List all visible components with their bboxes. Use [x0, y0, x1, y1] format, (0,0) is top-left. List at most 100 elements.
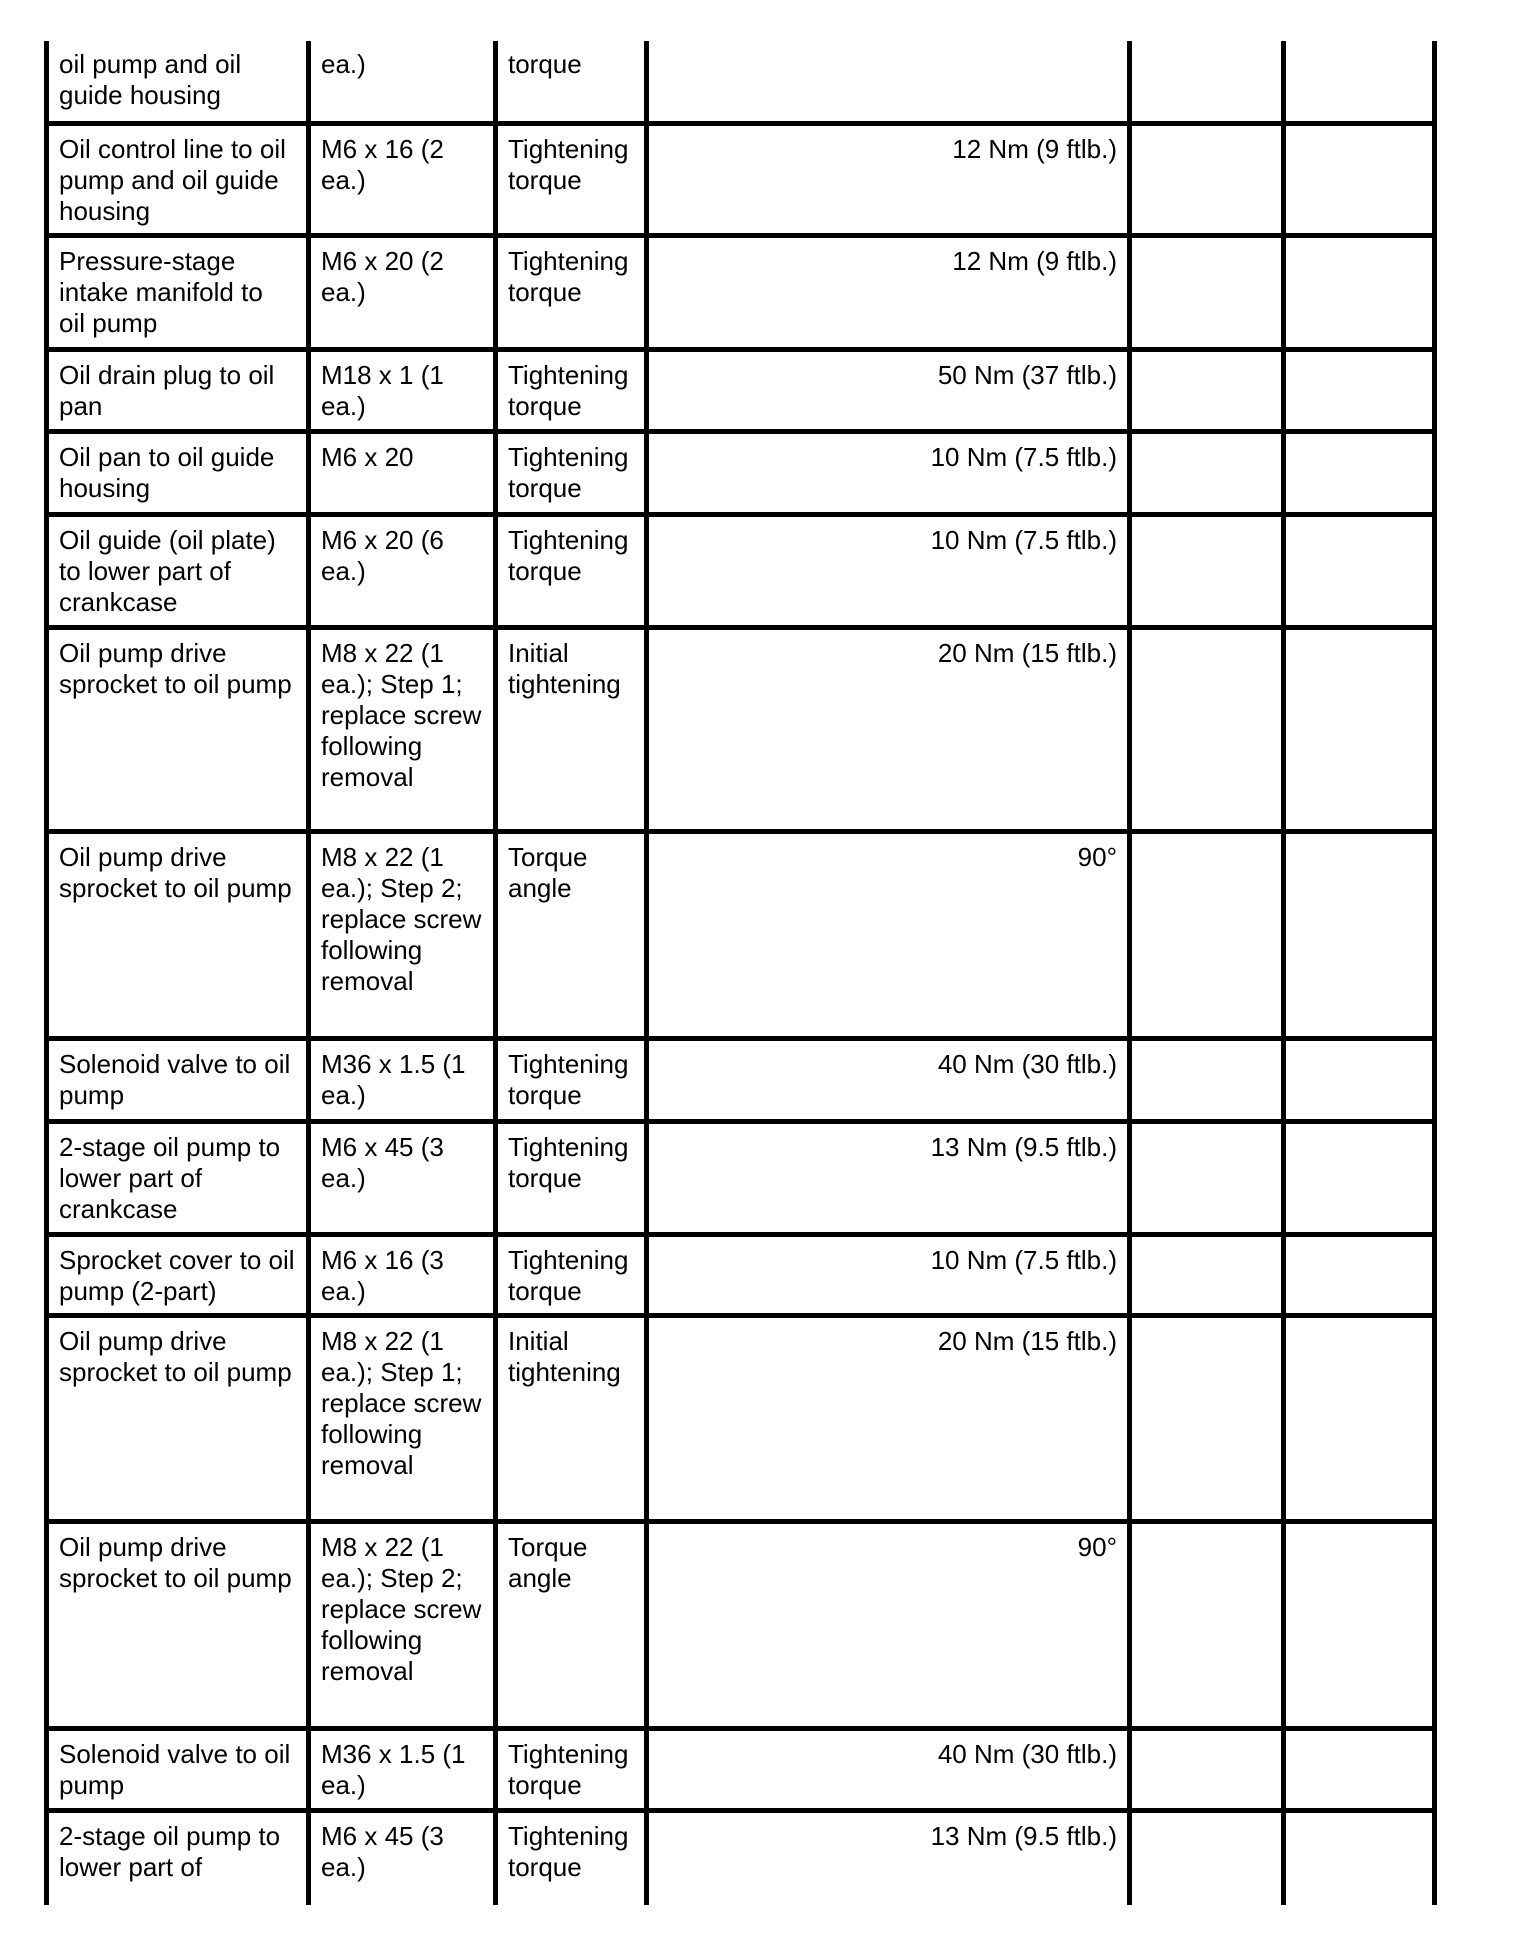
type-cell: Tightening torque [493, 232, 649, 352]
empty-cell [1127, 346, 1286, 434]
type-cell: Tightening torque [493, 1231, 649, 1318]
table-row: Oil pump drive sprocket to oil pump M8 x … [44, 828, 1437, 1041]
fastener-cell: M6 x 20 (6 ea.) [306, 511, 498, 630]
empty-cell [1281, 1231, 1437, 1318]
type-cell: Tightening torque [493, 120, 649, 238]
fastener-cell: M6 x 16 (3 ea.) [306, 1231, 498, 1318]
type-cell: Tightening torque [493, 1035, 649, 1124]
table-row: oil pump and oil guide housing ea.) torque [44, 41, 1437, 126]
component-cell: Oil pump drive sprocket to oil pump [44, 1518, 311, 1731]
value-cell: 10 Nm (7.5 ftlb.) [644, 1231, 1132, 1318]
empty-cell [1127, 511, 1286, 630]
fastener-cell: ea.) [306, 41, 498, 126]
component-cell: Pressure-stage intake manifold to oil pu… [44, 232, 311, 352]
type-cell: Tightening torque [493, 346, 649, 434]
component-cell: Oil pump drive sprocket to oil pump [44, 828, 311, 1041]
empty-cell [1281, 232, 1437, 352]
type-cell: torque [493, 41, 649, 126]
value-cell: 13 Nm (9.5 ftlb.) [644, 1807, 1132, 1905]
table-row: Pressure-stage intake manifold to oil pu… [44, 232, 1437, 352]
empty-cell [1127, 1807, 1286, 1905]
fastener-cell: M8 x 22 (1 ea.); Step 1; replace screw f… [306, 1312, 498, 1524]
type-cell: Torque angle [493, 828, 649, 1041]
empty-cell [1127, 232, 1286, 352]
table-row: Oil drain plug to oil pan M18 x 1 (1 ea.)… [44, 346, 1437, 434]
value-cell: 10 Nm (7.5 ftlb.) [644, 511, 1132, 630]
type-cell: Tightening torque [493, 511, 649, 630]
value-cell: 90° [644, 1518, 1132, 1731]
fastener-cell: M36 x 1.5 (1 ea.) [306, 1725, 498, 1813]
type-cell: Tightening torque [493, 1725, 649, 1813]
type-cell: Tightening torque [493, 1807, 649, 1905]
value-cell: 20 Nm (15 ftlb.) [644, 624, 1132, 834]
fastener-cell: M6 x 45 (3 ea.) [306, 1118, 498, 1237]
empty-cell [1281, 1518, 1437, 1731]
table-row: Oil control line to oil pump and oil gui… [44, 120, 1437, 238]
component-cell: Oil pan to oil guide housing [44, 428, 311, 517]
fastener-cell: M6 x 20 (2 ea.) [306, 232, 498, 352]
empty-cell [1281, 1118, 1437, 1237]
fastener-cell: M18 x 1 (1 ea.) [306, 346, 498, 434]
fastener-cell: M8 x 22 (1 ea.); Step 2; replace screw f… [306, 1518, 498, 1731]
type-cell: Tightening torque [493, 428, 649, 517]
table-row: Solenoid valve to oil pump M36 x 1.5 (1 e… [44, 1725, 1437, 1813]
empty-cell [1127, 120, 1286, 238]
table-row: Solenoid valve to oil pump M36 x 1.5 (1 e… [44, 1035, 1437, 1124]
type-cell: Tightening torque [493, 1118, 649, 1237]
table-row: Oil guide (oil plate) to lower part of c… [44, 511, 1437, 630]
empty-cell [1281, 1312, 1437, 1524]
component-cell: Solenoid valve to oil pump [44, 1035, 311, 1124]
value-cell: 40 Nm (30 ftlb.) [644, 1725, 1132, 1813]
empty-cell [1127, 428, 1286, 517]
table-row: 2-stage oil pump to lower part of crankc… [44, 1118, 1437, 1237]
empty-cell [1281, 1035, 1437, 1124]
component-cell: Oil guide (oil plate) to lower part of c… [44, 511, 311, 630]
empty-cell [1281, 41, 1437, 126]
value-cell: 40 Nm (30 ftlb.) [644, 1035, 1132, 1124]
component-cell: oil pump and oil guide housing [44, 41, 311, 126]
empty-cell [1127, 1118, 1286, 1237]
table-row: Sprocket cover to oil pump (2-part) M6 x … [44, 1231, 1437, 1318]
type-cell: Torque angle [493, 1518, 649, 1731]
table-row: Oil pan to oil guide housing M6 x 20 Tight… [44, 428, 1437, 517]
component-cell: Solenoid valve to oil pump [44, 1725, 311, 1813]
type-cell: Initial tightening [493, 1312, 649, 1524]
value-cell: 10 Nm (7.5 ftlb.) [644, 428, 1132, 517]
empty-cell [1281, 1725, 1437, 1813]
empty-cell [1127, 1231, 1286, 1318]
value-cell: 12 Nm (9 ftlb.) [644, 232, 1132, 352]
empty-cell [1127, 828, 1286, 1041]
empty-cell [1127, 1312, 1286, 1524]
value-cell: 50 Nm (37 ftlb.) [644, 346, 1132, 434]
value-cell: 20 Nm (15 ftlb.) [644, 1312, 1132, 1524]
torque-spec-table: oil pump and oil guide housing ea.) torque… [44, 41, 1437, 1905]
empty-cell [1127, 41, 1286, 126]
empty-cell [1127, 1725, 1286, 1813]
empty-cell [1281, 428, 1437, 517]
empty-cell [1281, 624, 1437, 834]
type-cell: Initial tightening [493, 624, 649, 834]
table-row: 2-stage oil pump to lower part of M6 x 45… [44, 1807, 1437, 1905]
table-row: Oil pump drive sprocket to oil pump M8 x … [44, 1312, 1437, 1524]
empty-cell [1281, 511, 1437, 630]
component-cell: Oil pump drive sprocket to oil pump [44, 1312, 311, 1524]
empty-cell [1281, 120, 1437, 238]
fastener-cell: M8 x 22 (1 ea.); Step 1; replace screw f… [306, 624, 498, 834]
empty-cell [1127, 1035, 1286, 1124]
value-cell: 12 Nm (9 ftlb.) [644, 120, 1132, 238]
fastener-cell: M6 x 20 [306, 428, 498, 517]
value-cell: 13 Nm (9.5 ftlb.) [644, 1118, 1132, 1237]
component-cell: Oil pump drive sprocket to oil pump [44, 624, 311, 834]
component-cell: Oil drain plug to oil pan [44, 346, 311, 434]
fastener-cell: M6 x 16 (2 ea.) [306, 120, 498, 238]
fastener-cell: M8 x 22 (1 ea.); Step 2; replace screw f… [306, 828, 498, 1041]
value-cell [644, 41, 1132, 126]
component-cell: Sprocket cover to oil pump (2-part) [44, 1231, 311, 1318]
table-row: Oil pump drive sprocket to oil pump M8 x … [44, 1518, 1437, 1731]
table-row: Oil pump drive sprocket to oil pump M8 x … [44, 624, 1437, 834]
fastener-cell: M36 x 1.5 (1 ea.) [306, 1035, 498, 1124]
fastener-cell: M6 x 45 (3 ea.) [306, 1807, 498, 1905]
empty-cell [1127, 1518, 1286, 1731]
empty-cell [1281, 1807, 1437, 1905]
component-cell: 2-stage oil pump to lower part of crankc… [44, 1118, 311, 1237]
